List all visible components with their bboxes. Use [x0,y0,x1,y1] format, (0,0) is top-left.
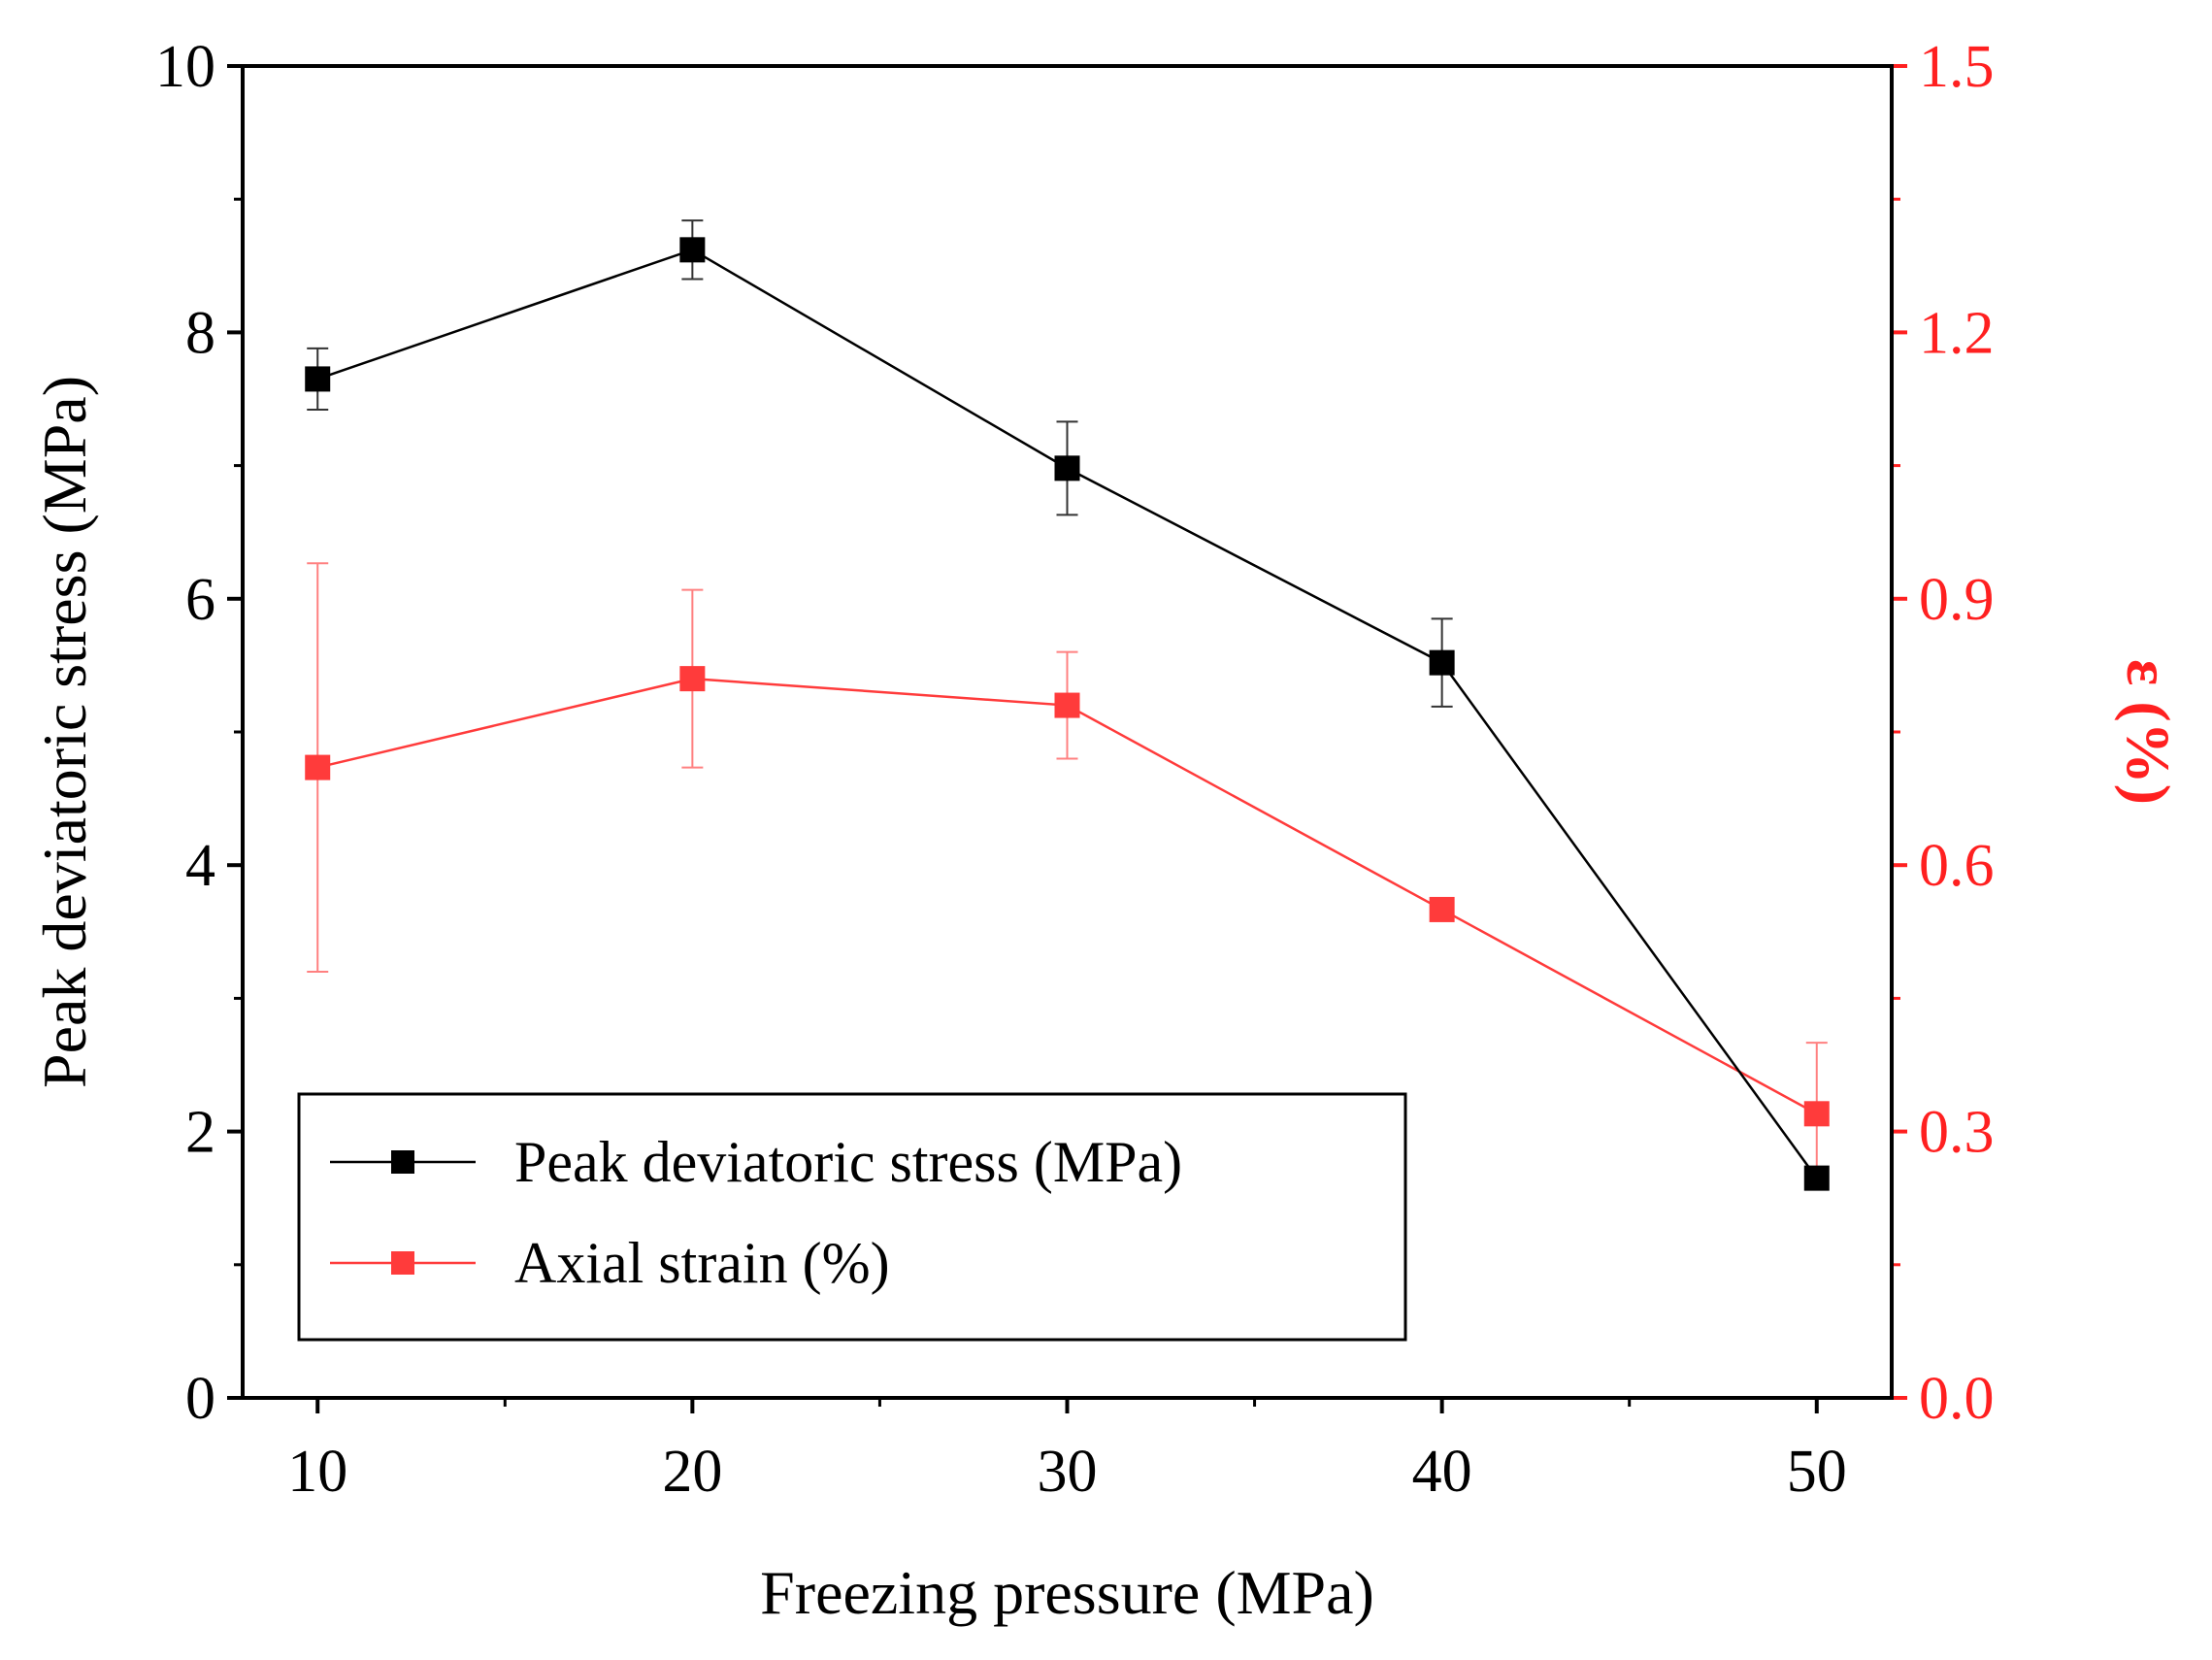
x-tick-label-10: 10 [287,1439,347,1505]
y-right-tick-label-0.3: 0.3 [1919,1100,1995,1166]
legend-label-strain: Axial strain (%) [514,1231,890,1295]
x-tick-label-20: 20 [662,1439,722,1505]
x-tick-label-30: 30 [1038,1439,1098,1505]
y-left-tick-label-6: 6 [185,567,215,633]
legend-label-stress: Peak deviatoric stress (MPa) [514,1130,1182,1194]
x-tick-label-40: 40 [1412,1439,1472,1505]
y-axis-left-title: Peak deviatoric stress (MPa) [30,376,99,1088]
y-left-tick-label-4: 4 [185,833,215,899]
data-point-stress-20 [679,237,706,263]
y-right-tick-label-0.6: 0.6 [1919,833,1995,899]
data-point-strain-10 [305,754,331,780]
x-axis-title: Freezing pressure (MPa) [760,1558,1374,1627]
data-point-strain-40 [1429,896,1455,922]
y-right-tick-label-1.2: 1.2 [1919,300,1995,366]
series-strain [305,562,1830,1186]
y-right-tick-label-0.9: 0.9 [1919,567,1995,633]
plot-frame [241,64,1894,1400]
y-left-tick-label-2: 2 [185,1100,215,1166]
data-point-stress-10 [305,366,331,392]
legend-box [297,1092,1407,1342]
y-left-tick-label-8: 8 [185,300,215,366]
y-left-tick-label-10: 10 [155,34,215,100]
data-point-stress-30 [1054,455,1080,481]
data-point-stress-40 [1429,649,1455,676]
legend: Peak deviatoric stress (MPa) Axial strai… [297,1092,1407,1342]
y-left-tick-label-0: 0 [185,1366,215,1432]
series-stress [305,219,1830,1191]
data-point-stress-50 [1803,1165,1830,1191]
y-axis-right-title: ε (%) [2114,659,2183,805]
x-tick-label-50: 50 [1787,1439,1847,1505]
legend-marker-stress [391,1150,414,1174]
data-point-strain-30 [1054,692,1080,718]
y-right-tick-label-0.0: 0.0 [1919,1366,1995,1432]
data-point-strain-20 [679,666,706,692]
legend-marker-strain [391,1251,414,1275]
y-right-tick-label-1.5: 1.5 [1919,34,1995,100]
data-point-strain-50 [1803,1101,1830,1127]
